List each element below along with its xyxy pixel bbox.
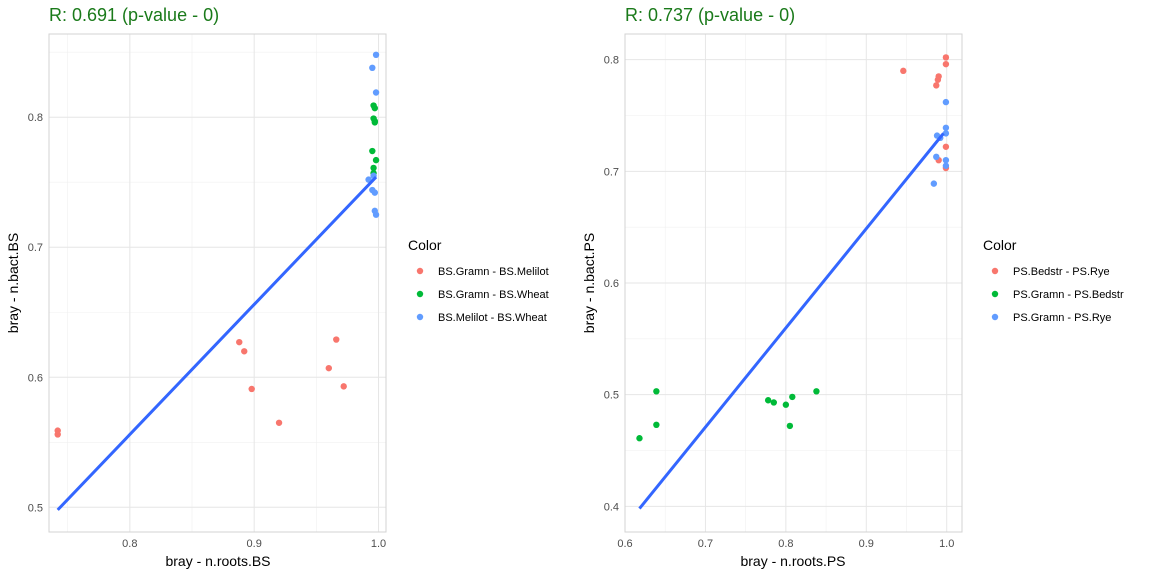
data-point-1 [340,383,347,390]
legend-label-3: PS.Gramn - PS.Rye [1013,312,1111,324]
data-point-2 [786,422,794,430]
legend: Color BS.Gramn - BS.Melilot BS.Gramn - BS.… [408,237,549,324]
data-point-3 [372,89,380,96]
y-tick-label: 0.7 [604,166,619,178]
x-tick-label: 0.6 [617,538,632,550]
chart-title: R: 0.691 (p-value - 0) [49,5,219,25]
chart-panel-1: R: 0.691 (p-value - 0) 0.8 0.9 1.0 0.5 0.6 0.7… [5,5,549,569]
data-point-3 [930,180,938,187]
y-tick-label: 0.7 [28,242,43,254]
legend-label-1: BS.Gramn - BS.Melilot [438,266,549,278]
x-tick-label: 0.8 [122,538,137,550]
chart-title: R: 0.737 (p-value - 0) [625,5,795,25]
legend-label-1: PS.Bedstr - PS.Rye [1013,266,1110,278]
data-point-1 [942,54,950,61]
regression-line [638,132,945,510]
y-tick-label: 0.8 [604,55,619,67]
y-tick-label: 0.6 [604,278,619,290]
data-point-3 [942,156,950,164]
legend-key-3 [991,313,999,321]
x-tick-label: 1.0 [939,538,954,550]
data-point-3 [371,189,379,196]
x-tick-label: 1.0 [371,538,386,550]
legend-key-1 [991,267,999,275]
data-point-3 [369,64,376,72]
data-point-1 [942,143,950,150]
data-point-2 [636,435,643,442]
x-tick-label: 0.9 [859,538,874,550]
data-point-3 [942,162,950,169]
y-tick-label: 0.5 [28,502,43,514]
data-point-2 [764,397,772,404]
legend-label-3: BS.Melilot - BS.Wheat [438,312,547,324]
legend-key-2 [416,290,424,298]
y-tick-label: 0.8 [28,112,43,124]
regression-line [56,175,378,511]
data-point-1 [933,82,940,89]
data-point-2 [789,393,796,401]
legend-label-2: BS.Gramn - BS.Wheat [438,289,549,301]
data-point-3 [942,124,950,131]
data-point-2 [653,421,660,429]
legend-key-1 [416,267,424,275]
data-point-2 [653,388,660,395]
y-tick-label: 0.5 [604,390,619,402]
data-point-2 [782,401,790,408]
data-point-2 [370,164,377,172]
x-tick-label: 0.9 [247,538,262,550]
data-point-3 [372,211,380,218]
data-point-1 [54,431,61,438]
plot-border [48,33,387,533]
data-point-1 [934,76,942,83]
legend-label-2: PS.Gramn - PS.Bedstr [1013,289,1124,301]
y-axis-title: bray - n.bact.PS [581,233,597,333]
data-point-1 [241,348,248,355]
x-axis-title: bray - n.roots.BS [165,553,270,569]
data-point-2 [372,156,380,164]
x-tick-label: 0.7 [698,538,713,550]
data-point-2 [371,119,379,126]
x-axis-title: bray - n.roots.PS [740,553,845,569]
data-point-2 [371,104,379,112]
x-tick-label: 0.8 [778,538,793,550]
data-point-1 [236,338,243,346]
data-point-2 [369,147,376,155]
legend-key-2 [991,290,999,298]
chart-panel-2: R: 0.737 (p-value - 0) 0.6 0.7 0.8 0.9 1.0 0.4… [581,5,1124,569]
data-point-1 [333,336,340,343]
legend-title: Color [408,237,442,253]
data-point-2 [770,399,777,406]
data-point-1 [275,419,283,426]
data-point-3 [942,130,950,137]
legend-title: Color [983,237,1017,253]
data-point-3 [942,98,950,106]
legend: Color PS.Bedstr - PS.Rye PS.Gramn - PS.Bed… [983,237,1124,324]
y-tick-label: 0.4 [604,501,619,513]
data-point-1 [942,60,950,68]
y-axis-title: bray - n.bact.BS [5,233,21,333]
data-point-3 [372,51,380,59]
data-point-1 [248,385,255,393]
data-point-1 [900,67,907,75]
legend-key-3 [416,313,424,321]
y-tick-label: 0.6 [28,372,43,384]
data-point-1 [325,364,332,372]
plot-border [624,33,963,533]
data-point-2 [813,388,820,395]
data-point-3 [933,153,940,161]
